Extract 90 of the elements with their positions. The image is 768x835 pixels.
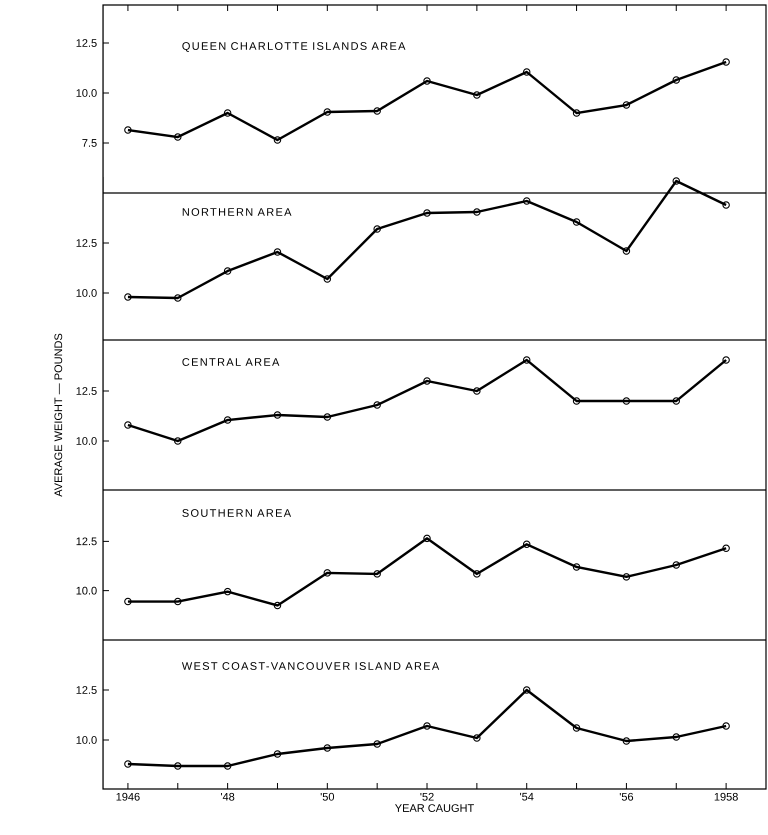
x-tick-label: '48 <box>221 792 234 801</box>
point <box>572 563 580 571</box>
point <box>274 411 282 419</box>
point <box>423 209 431 217</box>
point <box>324 744 332 752</box>
point <box>622 737 630 745</box>
x-tick-label: '52 <box>420 792 434 801</box>
point <box>124 421 132 429</box>
point <box>672 177 680 185</box>
point <box>124 126 132 134</box>
x-tick-label: 1946 <box>116 792 140 801</box>
point <box>324 413 332 421</box>
point <box>522 540 530 548</box>
point <box>572 724 580 732</box>
point <box>622 247 630 255</box>
point <box>224 588 232 596</box>
y-tick-label: 10.0 <box>76 736 97 744</box>
point <box>324 108 332 116</box>
point <box>473 387 481 395</box>
x-tick-label: '54 <box>520 792 534 801</box>
point <box>373 570 381 578</box>
point <box>572 397 580 405</box>
point <box>373 740 381 748</box>
point <box>124 293 132 301</box>
point <box>224 416 232 424</box>
point <box>274 248 282 256</box>
point <box>324 569 332 577</box>
point <box>124 760 132 768</box>
text: QUEEN CHARLOTTE ISLANDS AREA <box>182 42 406 52</box>
point <box>622 397 630 405</box>
point <box>722 201 730 209</box>
point <box>174 598 182 606</box>
y-tick-label: 12.5 <box>76 387 97 395</box>
y-axis-title: AVERAGE WEIGHT — POUNDS <box>54 334 62 497</box>
point <box>174 133 182 141</box>
point <box>522 356 530 364</box>
text: NORTHERN AREA <box>182 208 292 216</box>
point <box>373 225 381 233</box>
point <box>522 197 530 205</box>
point <box>423 534 431 542</box>
point <box>373 401 381 409</box>
point <box>324 275 332 283</box>
point <box>423 377 431 385</box>
text: WEST COAST-VANCOUVER ISLAND AREA <box>182 662 440 670</box>
point <box>423 77 431 85</box>
point <box>274 750 282 758</box>
point <box>274 136 282 144</box>
point <box>373 107 381 115</box>
y-tick-label: 12.5 <box>76 239 97 247</box>
x-tick-label: 1958 <box>714 792 738 801</box>
point <box>522 68 530 76</box>
x-axis-title: YEAR CAUGHT <box>395 804 474 812</box>
y-tick-label: 10.0 <box>76 89 97 97</box>
y-tick-label: 12.5 <box>76 537 97 546</box>
point <box>473 734 481 742</box>
x-tick-label: '56 <box>620 792 634 801</box>
point <box>672 561 680 569</box>
point <box>572 109 580 117</box>
y-tick-label: 10.0 <box>76 586 97 595</box>
point <box>722 722 730 730</box>
point <box>622 573 630 581</box>
point <box>722 356 730 364</box>
text: CENTRAL AREA <box>182 358 280 366</box>
point <box>224 109 232 117</box>
point <box>224 267 232 275</box>
point <box>174 762 182 770</box>
point <box>174 294 182 302</box>
point <box>274 602 282 610</box>
point <box>722 58 730 66</box>
y-tick-label: 12.5 <box>76 39 97 47</box>
x-tick-label: '50 <box>320 792 334 801</box>
y-tick-label: 10.0 <box>76 289 97 297</box>
point <box>672 397 680 405</box>
point <box>423 722 431 730</box>
point <box>672 76 680 84</box>
y-tick-label: 7.5 <box>82 139 97 147</box>
point <box>473 208 481 216</box>
point <box>473 91 481 99</box>
point <box>124 598 132 606</box>
point <box>473 570 481 578</box>
point <box>174 437 182 445</box>
y-tick-label: 10.0 <box>76 437 97 445</box>
point <box>672 733 680 741</box>
text: SOUTHERN AREA <box>182 509 292 517</box>
point <box>522 686 530 694</box>
point <box>622 101 630 109</box>
y-tick-label: 12.5 <box>76 686 97 694</box>
point <box>722 544 730 552</box>
point <box>224 762 232 770</box>
point <box>572 218 580 226</box>
